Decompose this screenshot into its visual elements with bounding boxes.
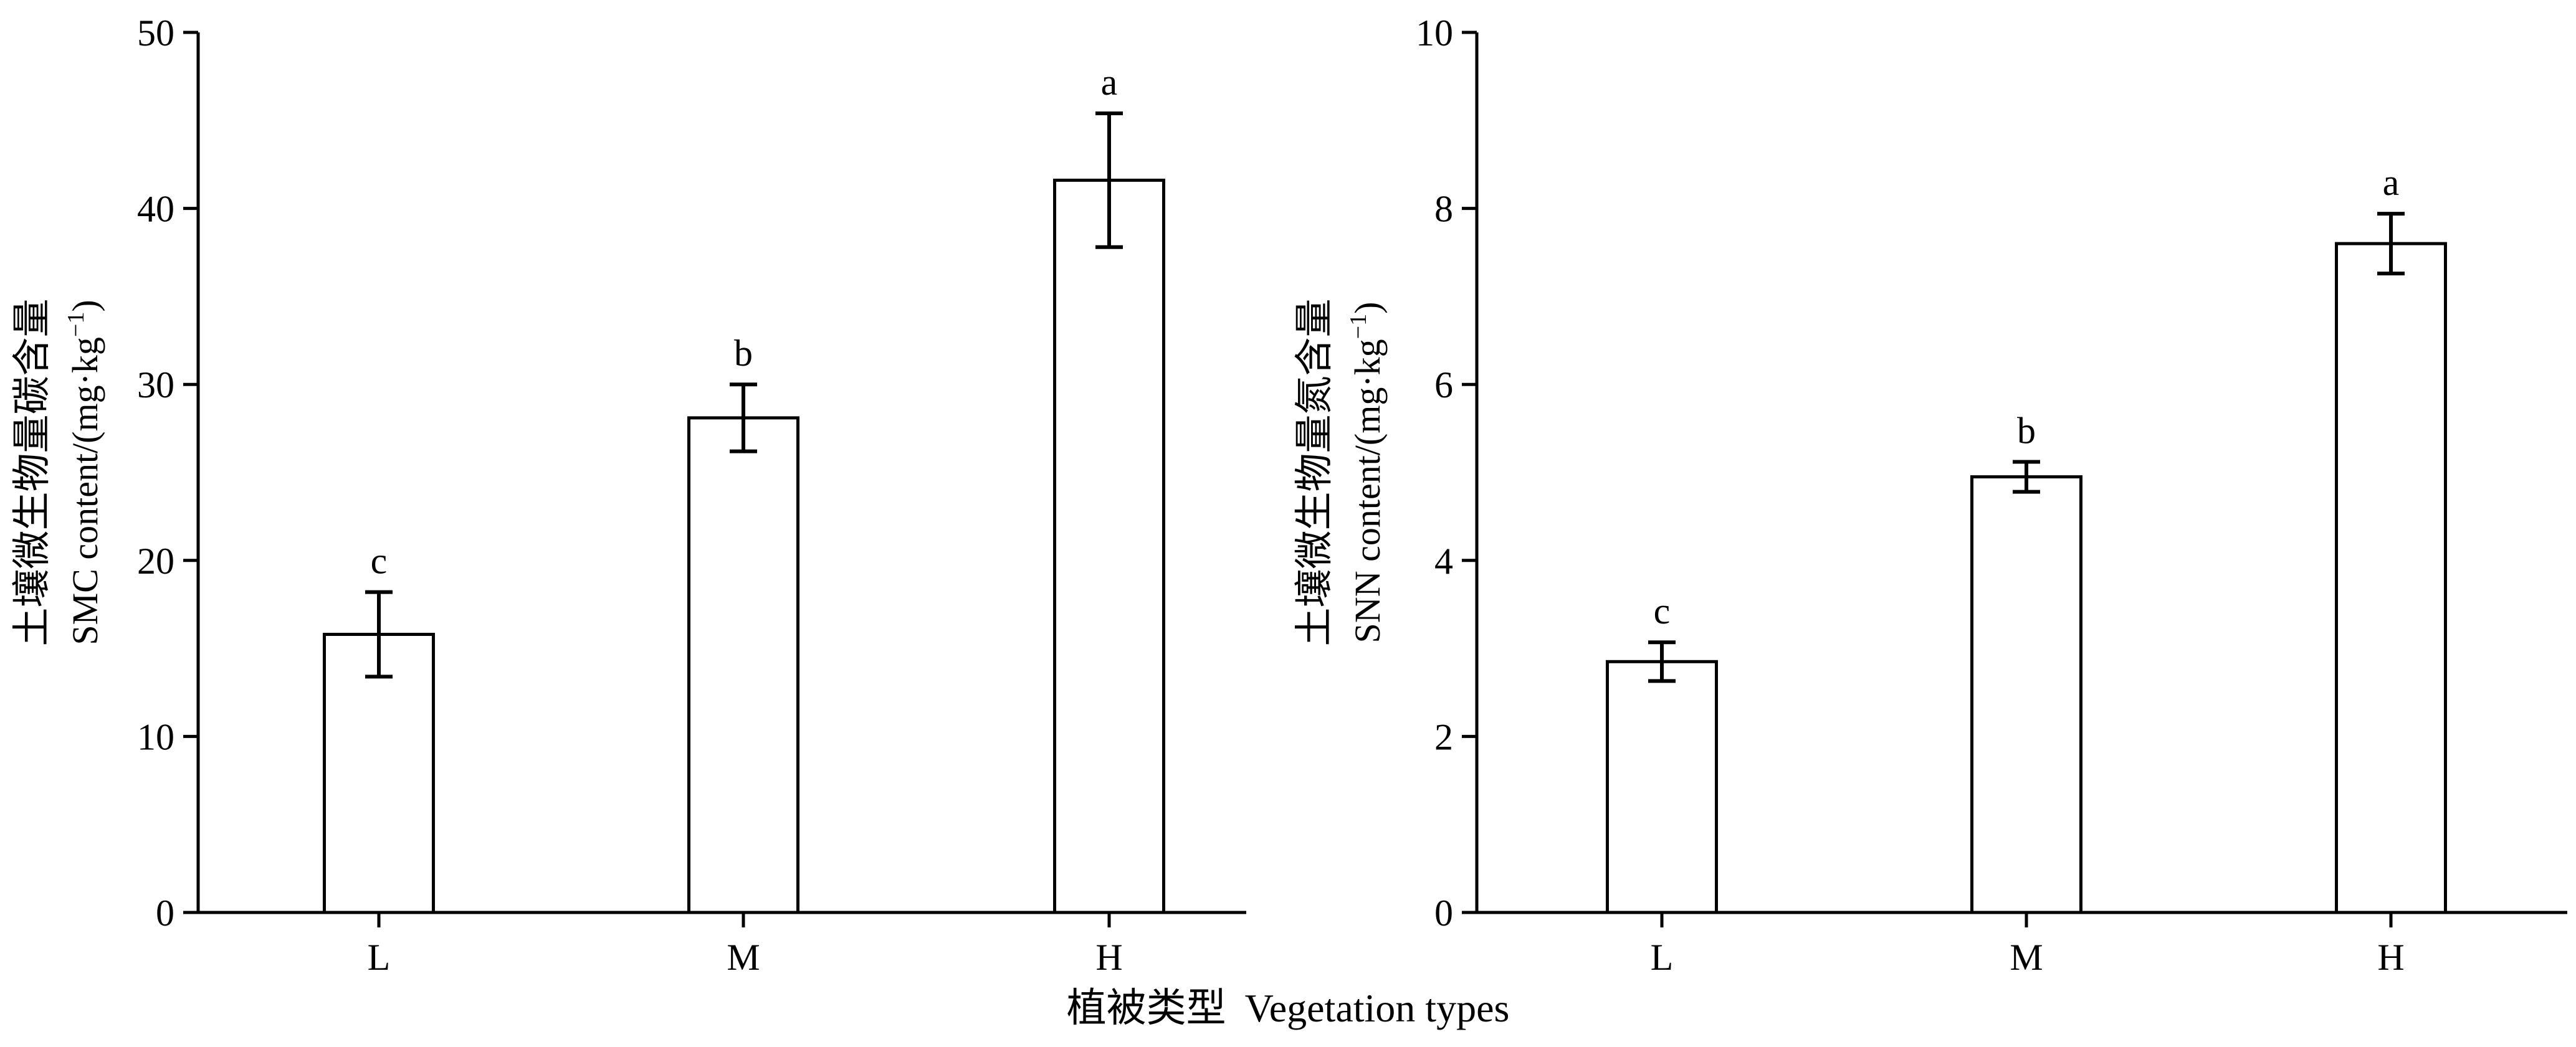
- bar-L: [1606, 660, 1718, 914]
- bar-M: [1970, 475, 2082, 914]
- x-axis-title: 植被类型 Vegetation types: [1067, 985, 1510, 1031]
- y-tick-label: 50: [137, 12, 174, 54]
- y-tick-label: 30: [137, 364, 174, 405]
- y-tick-label: 2: [1434, 716, 1453, 757]
- x-tick-label-M: M: [2010, 937, 2043, 978]
- y-tick-label: 0: [156, 893, 174, 934]
- y-axis-title-en: SMC content/(mg·kg−1): [63, 300, 105, 645]
- y-axis-title-en: SNN content/(mg·kg−1): [1345, 302, 1388, 643]
- y-axis-title-zh: 土壤微生物量氮含量: [1291, 298, 1337, 646]
- significance-letter-M: b: [734, 333, 753, 374]
- significance-letter-H: a: [2383, 162, 2400, 203]
- significance-letter-H: a: [1101, 62, 1118, 103]
- y-tick-label: 10: [1416, 12, 1453, 54]
- y-tick-label: 6: [1434, 364, 1453, 405]
- bar-M: [687, 416, 799, 914]
- significance-letter-L: c: [371, 541, 388, 582]
- x-tick-label-H: H: [2377, 937, 2404, 978]
- y-tick-label: 10: [137, 716, 174, 757]
- x-axis-title-zh: 植被类型: [1067, 985, 1226, 1031]
- y-axis-title-zh: 土壤微生物量碳含量: [9, 298, 54, 646]
- bar-H: [1053, 178, 1165, 914]
- x-tick-label-H: H: [1095, 937, 1122, 978]
- y-tick-label: 4: [1434, 541, 1453, 582]
- y-axis-title-en-text: SMC content/(mg·kg: [65, 337, 105, 645]
- y-axis-title-en-text: SNN content/(mg·kg: [1347, 339, 1388, 643]
- x-tick-label-L: L: [368, 937, 391, 978]
- y-tick-label: 8: [1434, 189, 1453, 230]
- y-tick-label: 0: [1434, 893, 1453, 934]
- y-axis-title-unit-exponent: −1: [63, 312, 89, 337]
- x-axis-title-en: Vegetation types: [1245, 986, 1510, 1030]
- y-axis-title-close: ): [65, 300, 105, 311]
- significance-letter-L: c: [1654, 590, 1671, 632]
- y-axis-title-close: ): [1347, 302, 1388, 314]
- bar-H: [2335, 242, 2447, 914]
- bar-L: [323, 632, 435, 914]
- y-axis-title-unit-exponent: −1: [1345, 314, 1371, 339]
- x-tick-label-L: L: [1651, 937, 1674, 978]
- snn-chart-panel: 0 2 4 6 8 10 c Lb Ma H 土壤微生物量氮含量 SNN content/(mg·kg…: [1291, 12, 2567, 978]
- x-tick-label-M: M: [727, 937, 760, 978]
- significance-letter-M: b: [2017, 410, 2036, 452]
- y-tick-label: 20: [137, 541, 174, 582]
- y-tick-label: 40: [137, 189, 174, 230]
